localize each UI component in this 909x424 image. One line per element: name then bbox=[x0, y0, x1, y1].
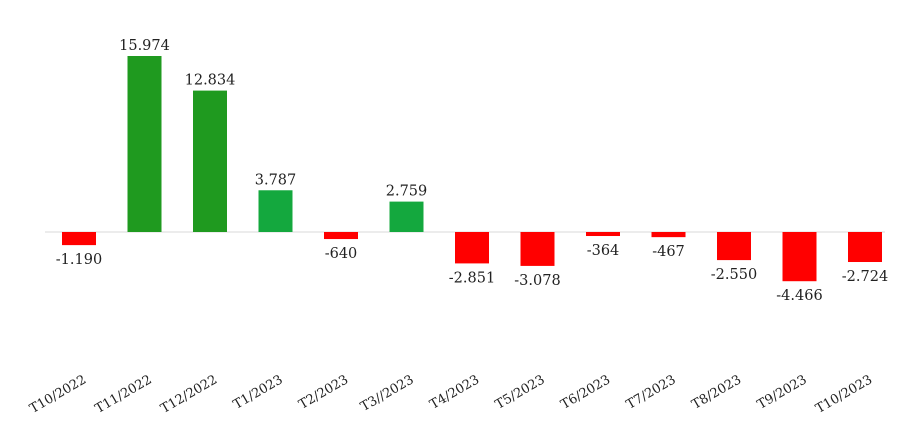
bar-T6/2023 bbox=[586, 232, 620, 237]
x-tick-label-T1/2023: T1/2023 bbox=[231, 372, 286, 412]
bar-T7/2023 bbox=[651, 232, 686, 238]
bar-T11/2022 bbox=[127, 56, 162, 232]
bar-T10/2022 bbox=[62, 232, 96, 246]
value-label-T2/2023: -640 bbox=[325, 246, 358, 262]
value-label-T1/2023: 3.787 bbox=[255, 172, 297, 188]
bars-group bbox=[62, 56, 882, 282]
x-tick-label-T5/2023: T5/2023 bbox=[493, 372, 548, 412]
value-label-T9/2023: -4.466 bbox=[776, 288, 822, 304]
value-label-T5/2023: -3.078 bbox=[514, 273, 560, 289]
x-tick-labels-group: T10/2022 T11/2022 T12/2022 T1/2023 T2/2023 T3… bbox=[27, 372, 875, 416]
x-tick-label-T3//2023: T3//2023 bbox=[358, 372, 416, 414]
x-tick-label-T2/2023: T2/2023 bbox=[296, 372, 351, 412]
value-label-T6/2023: -364 bbox=[587, 243, 620, 259]
bar-T10/2023 bbox=[848, 232, 882, 263]
bar-T8/2023 bbox=[717, 232, 751, 261]
bar-T3//2023 bbox=[389, 201, 424, 232]
x-tick-label-T10/2023: T10/2023 bbox=[813, 372, 875, 416]
value-label-T11/2022: 15.974 bbox=[119, 38, 170, 54]
value-label-T10/2022: -1.190 bbox=[56, 252, 102, 268]
x-tick-label-T8/2023: T8/2023 bbox=[689, 372, 744, 412]
value-label-T3//2023: 2.759 bbox=[386, 184, 428, 200]
bar-T4/2023 bbox=[455, 232, 489, 264]
x-tick-label-T11/2022: T11/2022 bbox=[93, 372, 155, 416]
x-tick-label-T4/2023: T4/2023 bbox=[427, 372, 482, 412]
value-label-T8/2023: -2.550 bbox=[711, 267, 757, 283]
x-tick-label-T12/2022: T12/2022 bbox=[158, 372, 220, 416]
value-label-T10/2023: -2.724 bbox=[842, 269, 888, 285]
x-tick-label-T9/2023: T9/2023 bbox=[755, 372, 810, 412]
bar-T12/2022 bbox=[193, 90, 227, 232]
value-label-T4/2023: -2.851 bbox=[449, 270, 495, 286]
x-tick-label-T7/2023: T7/2023 bbox=[624, 372, 679, 412]
value-label-T7/2023: -467 bbox=[652, 244, 685, 260]
bar-T9/2023 bbox=[782, 232, 817, 282]
bar-T1/2023 bbox=[258, 190, 293, 232]
bar-T5/2023 bbox=[520, 232, 555, 266]
x-tick-label-T6/2023: T6/2023 bbox=[558, 372, 613, 412]
bar-T2/2023 bbox=[324, 232, 358, 240]
value-label-T12/2022: 12.834 bbox=[185, 73, 236, 89]
value-labels-group: -1.190 15.974 12.834 3.787 -640 2.759 -2.851 -3… bbox=[56, 38, 888, 304]
x-tick-label-T10/2022: T10/2022 bbox=[27, 372, 89, 416]
